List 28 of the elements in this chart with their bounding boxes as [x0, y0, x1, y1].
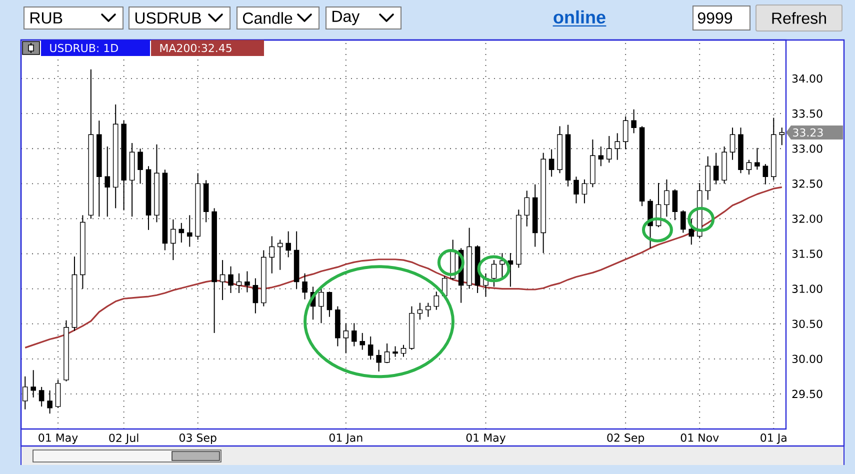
x-tick-label: 01 May [466, 434, 506, 444]
x-tick-label: 01 Nov [680, 434, 719, 442]
y-tick-label: 32.00 [792, 214, 822, 223]
y-tick-label: 34.00 [792, 74, 822, 83]
x-tick-label: 02 Sep [607, 434, 644, 444]
y-tick-label: 33.50 [792, 109, 822, 118]
y-tick-label: 29.50 [792, 390, 822, 398]
y-tick-label: 32.50 [792, 180, 822, 188]
y-tick-label: 31.50 [792, 250, 822, 258]
text: Candle [243, 12, 292, 24]
y-tick-label: 33.00 [792, 144, 822, 153]
text: 33.23 [793, 128, 823, 137]
text: Refresh [772, 12, 826, 24]
text: MA200:32.45 [160, 44, 232, 52]
legend-label: USDRUB: 1D [50, 44, 118, 52]
x-tick-label: 01 May [38, 434, 78, 444]
text: Day [332, 10, 360, 26]
x-tick-label: 02 Jul [109, 434, 138, 444]
y-tick-label: 30.50 [792, 320, 822, 328]
text: USDRUB [135, 12, 201, 24]
text: online [554, 10, 606, 24]
y-tick-label: 30.00 [792, 354, 822, 364]
x-tick-label: 01 Ja [760, 434, 786, 444]
y-tick-label: 31.00 [792, 284, 822, 293]
text: 9999 [698, 12, 732, 24]
x-tick-label: 03 Sep [179, 434, 216, 444]
text: RUB [30, 12, 62, 24]
x-tick-label: 01 Jan [329, 434, 362, 444]
